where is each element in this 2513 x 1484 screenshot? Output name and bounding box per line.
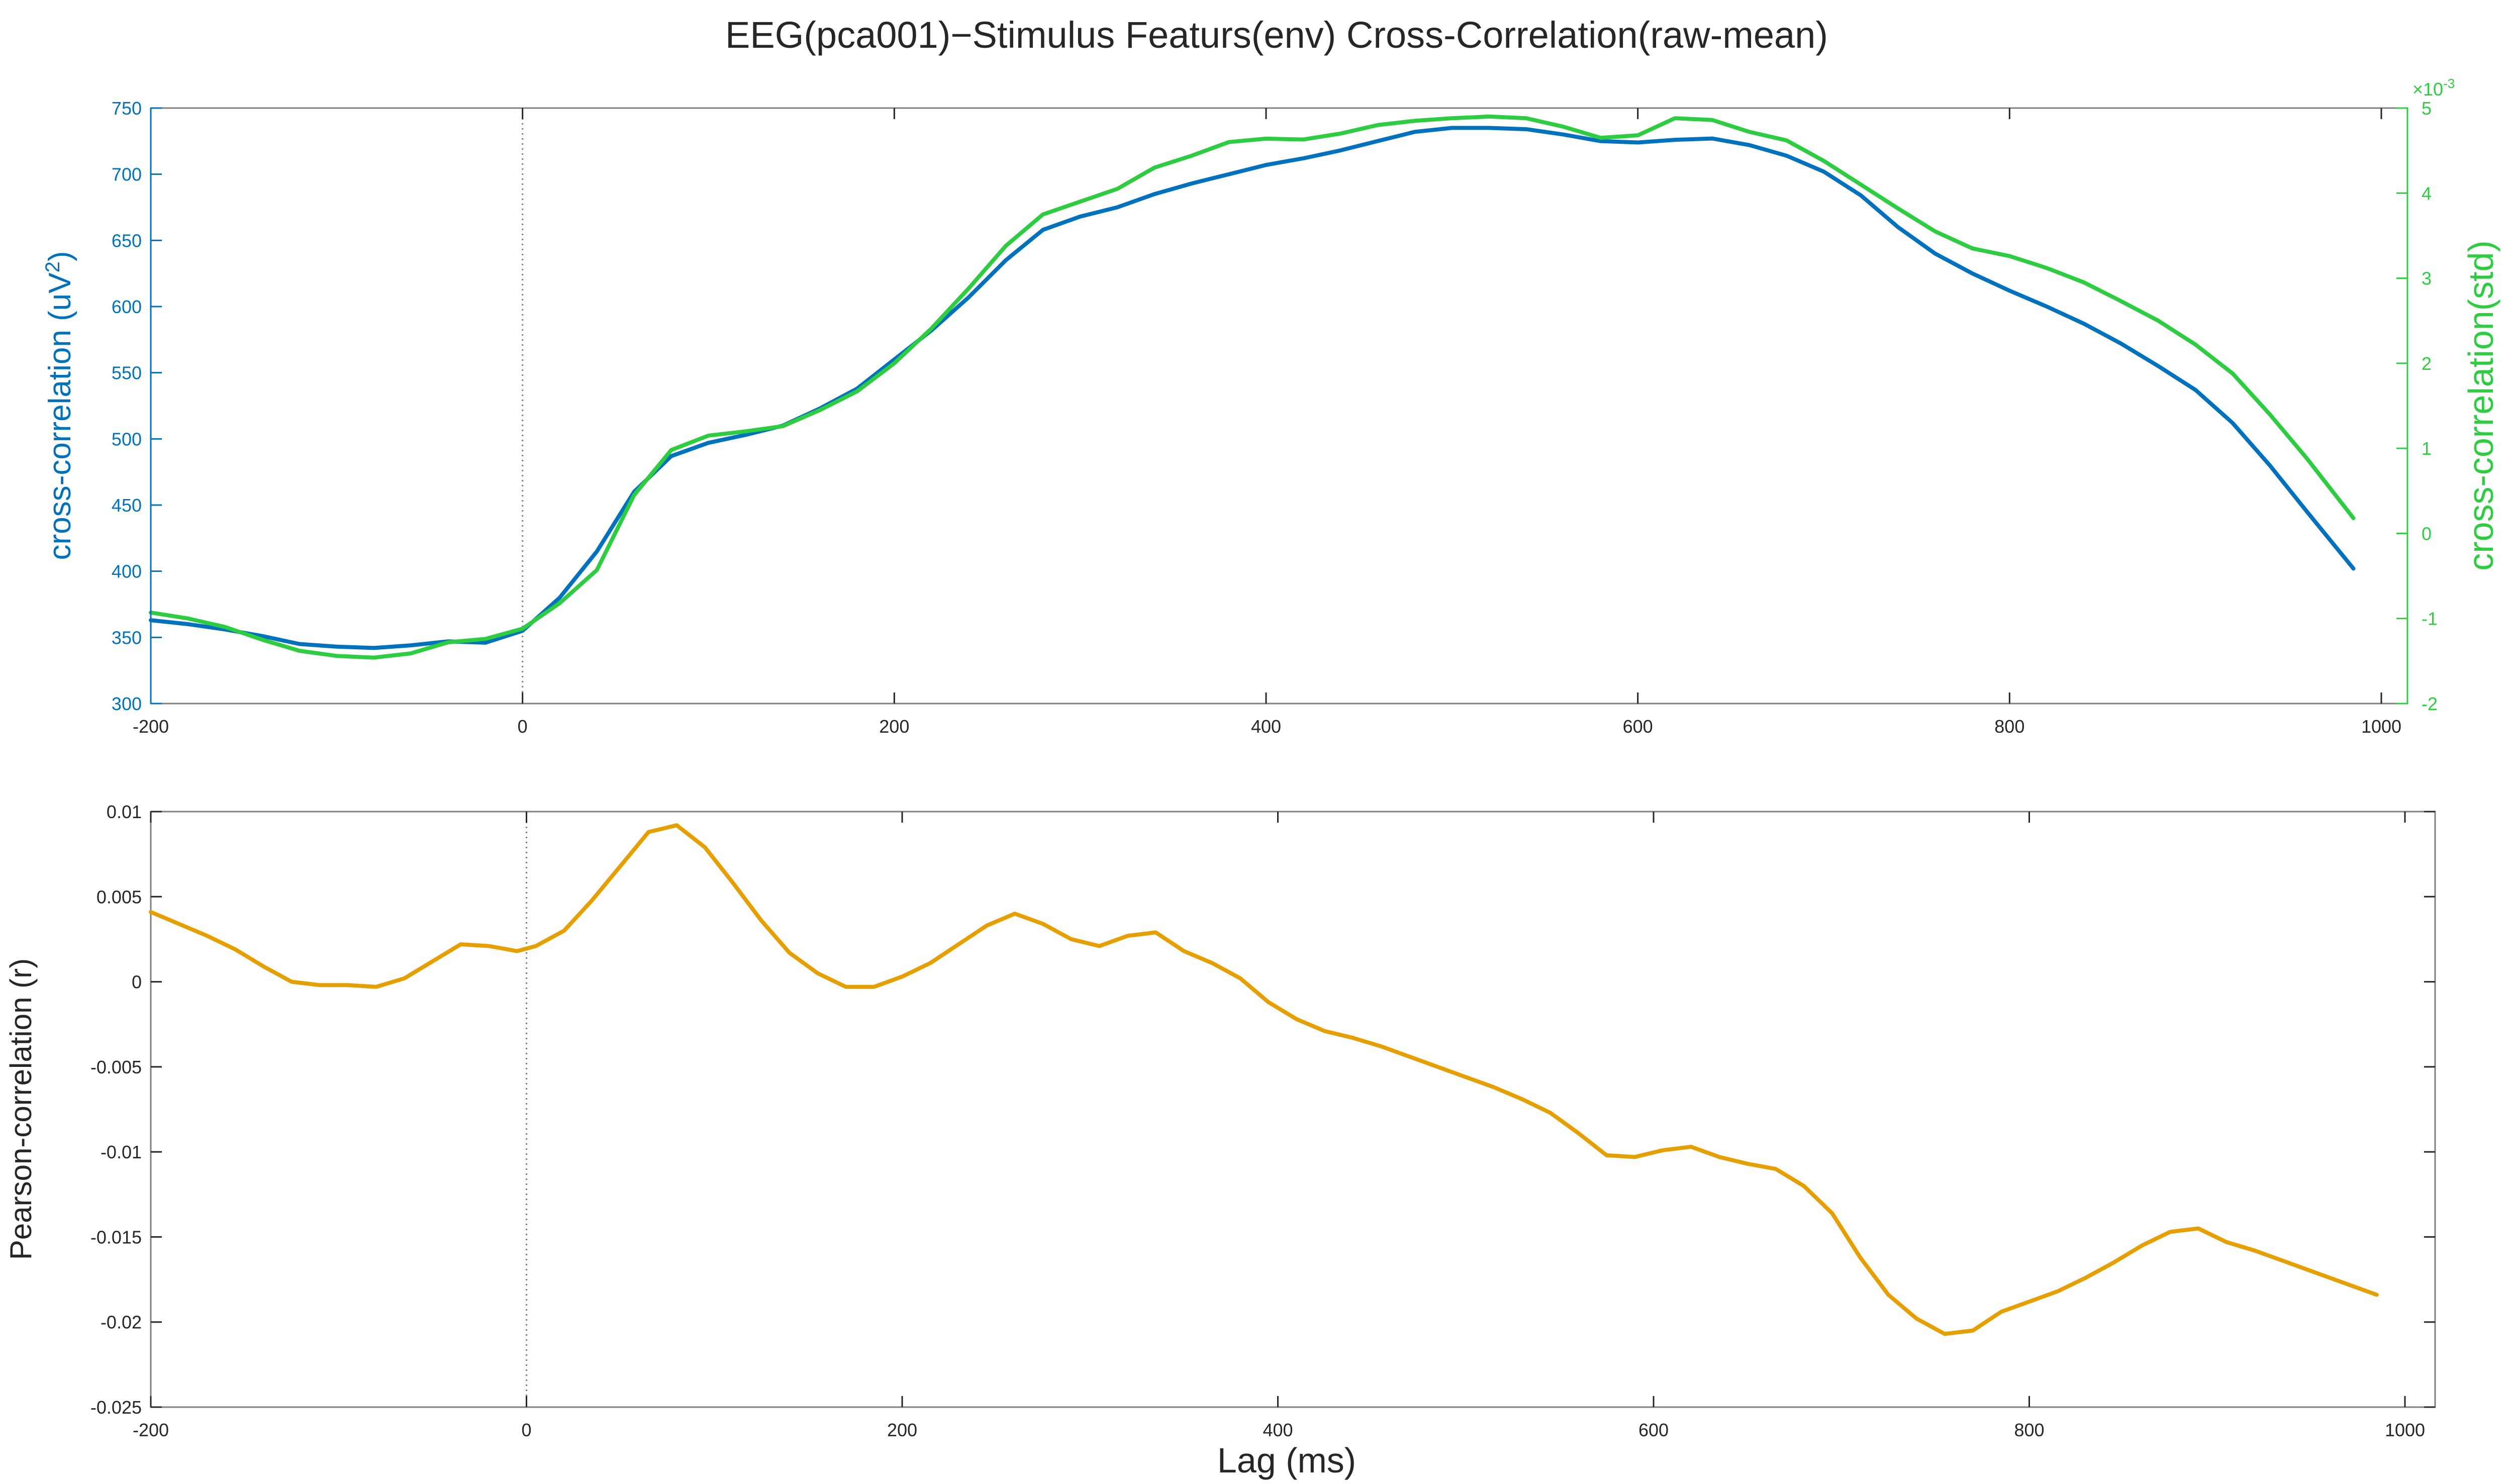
top-x-tick-label: 0: [518, 716, 528, 737]
bottom-y-tick-label: 0.01: [107, 802, 142, 822]
bottom-y-tick-label: 0: [132, 972, 142, 993]
top-right-y-tick-label: 0: [2422, 523, 2432, 544]
top-left-y-tick-label: 700: [112, 164, 142, 185]
top-right-y-tick-label: 5: [2422, 98, 2432, 119]
top-right-y-tick-label: -1: [2422, 609, 2438, 629]
top-x-tick-label: 1000: [2361, 716, 2401, 737]
top-left-y-axis-label: cross-correlation (uV2): [42, 251, 77, 560]
top-right-exponent-base: ×10: [2412, 79, 2443, 100]
top-left-y-tick-label: 350: [112, 627, 142, 648]
bottom-y-axis-label: Pearson-correlation (r): [4, 958, 38, 1260]
top-left-y-tick-label: 650: [112, 230, 142, 251]
top-right-y-tick-label: 4: [2422, 183, 2432, 204]
top-series-line-cross-correlation-uv2: [149, 126, 2356, 650]
top-right-y-tick-label: -2: [2422, 694, 2438, 714]
bottom-y-tick-label: -0.025: [90, 1397, 142, 1418]
bottom-axes-box: [150, 811, 2436, 1408]
bottom-y-tick-label: -0.02: [101, 1312, 142, 1333]
top-left-y-tick-label: 400: [112, 561, 142, 582]
top-left-y-tick-label: 450: [112, 495, 142, 516]
top-panel: -200 0 200 400 600 800 10003003504004505005506…: [42, 76, 2500, 737]
bottom-x-tick-label: 200: [887, 1420, 917, 1440]
bottom-series-line-pearson-correlation: [149, 823, 2379, 1336]
top-left-y-tick-label: 550: [112, 363, 142, 383]
figure-title: EEG(pca001)−Stimulus Featurs(env) Cross-…: [725, 14, 1828, 56]
top-left-y-tick-label: 750: [112, 98, 142, 119]
top-right-y-tick-label: 1: [2422, 438, 2432, 459]
top-series-line-cross-correlation-std: [149, 114, 2356, 660]
bottom-x-tick-label: -200: [133, 1420, 169, 1440]
top-ticks-group: -200 0 200 400 600 800 10003003504004505005506…: [112, 98, 2438, 737]
top-left-y-label-end: ): [43, 251, 77, 262]
top-left-y-label-sup: 2: [42, 261, 64, 272]
bottom-x-tick-label: 800: [2014, 1420, 2044, 1440]
top-right-y-tick-label: 3: [2422, 268, 2432, 289]
bottom-y-tick-label: -0.005: [90, 1057, 142, 1077]
bottom-ticks-group: -200 0 200 400 600 800 1000 -0.025 -0.02 -0.015 -0…: [90, 802, 2435, 1440]
top-x-tick-label: 600: [1623, 716, 1653, 737]
bottom-y-tick-label: -0.015: [90, 1227, 142, 1247]
top-right-y-tick-label: 2: [2422, 353, 2432, 374]
bottom-x-tick-label: 1000: [2385, 1420, 2425, 1440]
top-right-y-axis-label: cross-correlation(std): [2461, 240, 2500, 570]
x-axis-label: Lag (ms): [1217, 1441, 1356, 1480]
bottom-x-tick-label: 0: [521, 1420, 531, 1440]
top-x-tick-label: 200: [879, 716, 909, 737]
bottom-panel: -200 0 200 400 600 800 1000 -0.025 -0.02 -0.015 -0…: [4, 802, 2436, 1440]
top-right-exponent-power: -3: [2443, 76, 2455, 91]
top-x-tick-label: 800: [1994, 716, 2024, 737]
top-series-group: [149, 114, 2356, 660]
top-left-y-tick-label: 600: [112, 296, 142, 317]
top-left-y-tick-label: 500: [112, 429, 142, 449]
top-right-exponent: ×10-3: [2412, 76, 2455, 100]
top-left-y-tick-label: 300: [112, 694, 142, 714]
bottom-x-tick-label: 600: [1638, 1420, 1669, 1440]
bottom-y-tick-label: -0.01: [101, 1142, 142, 1162]
top-x-tick-label: -200: [133, 716, 169, 737]
bottom-series-group: [149, 823, 2379, 1336]
top-x-tick-label: 400: [1251, 716, 1281, 737]
bottom-x-tick-label: 400: [1263, 1420, 1293, 1440]
top-left-y-label-main: cross-correlation (uV: [43, 272, 77, 560]
bottom-y-tick-label: 0.005: [96, 886, 142, 907]
